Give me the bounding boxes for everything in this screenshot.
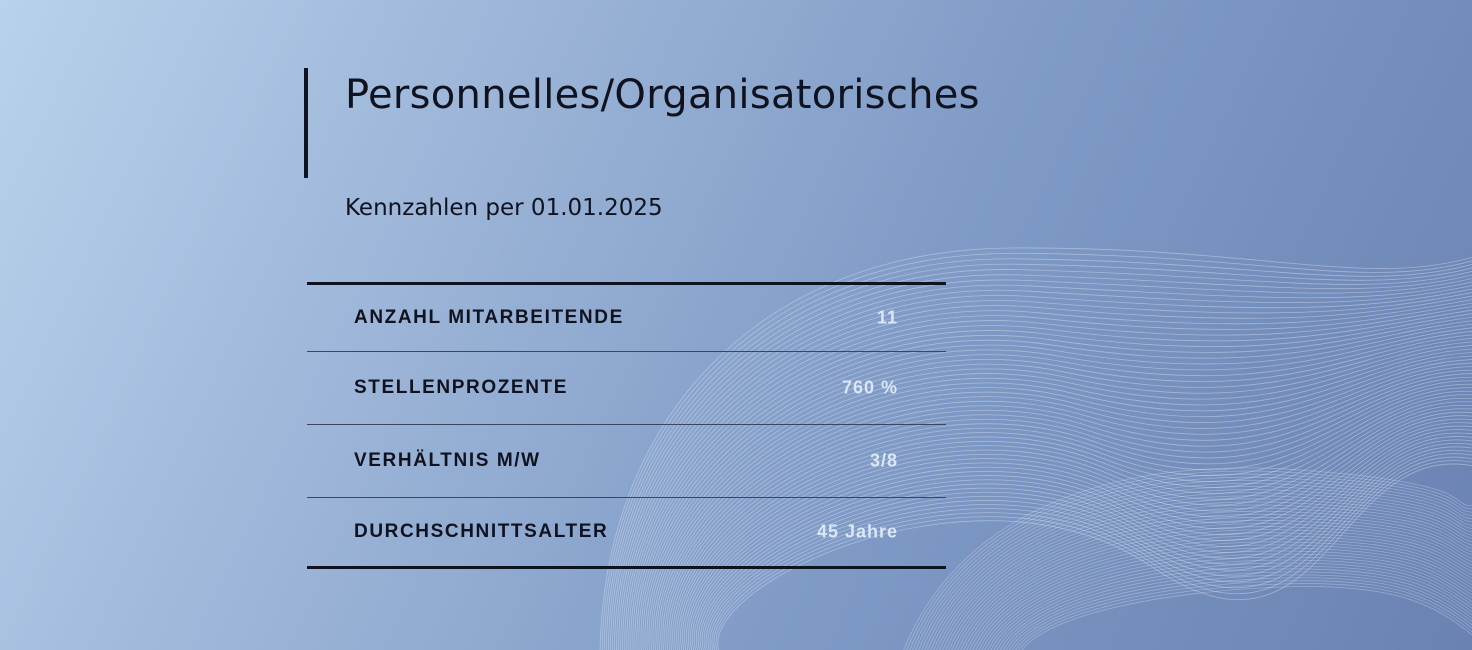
- kpi-value: 11: [876, 307, 898, 328]
- page-subtitle: Kennzahlen per 01.01.2025: [345, 195, 663, 221]
- kpi-label: DURCHSCHNITTSALTER: [354, 521, 609, 542]
- kpi-value: 3/8: [869, 450, 898, 471]
- kpi-table: ANZAHL MITARBEITENDE 11 STELLENPROZENTE …: [307, 282, 946, 569]
- kpi-row-employees: ANZAHL MITARBEITENDE 11: [307, 285, 946, 352]
- kpi-label: VERHÄLTNIS M/W: [354, 450, 541, 471]
- title-accent-bar: [304, 68, 308, 178]
- kpi-value: 45 Jahre: [816, 521, 898, 542]
- kpi-row-position-percent: STELLENPROZENTE 760 %: [307, 352, 946, 425]
- kpi-label: STELLENPROZENTE: [354, 377, 569, 398]
- kpi-row-average-age: DURCHSCHNITTSALTER 45 Jahre: [307, 498, 946, 566]
- page-title: Personnelles/Organisatorisches: [345, 72, 980, 118]
- kpi-value: 760 %: [841, 377, 898, 398]
- kpi-label: ANZAHL MITARBEITENDE: [354, 307, 624, 328]
- kpi-row-gender-ratio: VERHÄLTNIS M/W 3/8: [307, 425, 946, 498]
